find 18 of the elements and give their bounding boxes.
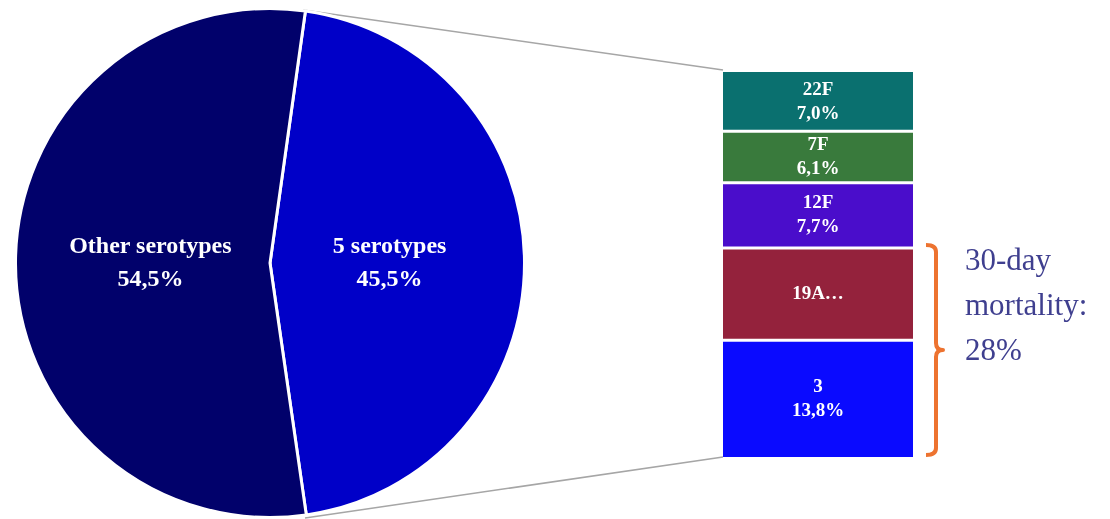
data-label: 6,1% (796, 156, 840, 178)
data-label: 7,0% (796, 101, 840, 123)
data-label: 7,7% (796, 215, 840, 237)
bar (723, 72, 913, 132)
data-label: 13,8% (791, 398, 845, 420)
series-label: 3 (813, 374, 823, 396)
bar (723, 339, 913, 457)
slice-label: Other serotypes (69, 232, 232, 259)
slice-label: 5 serotypes (332, 231, 447, 258)
series-label: 22F (802, 77, 834, 99)
bar (723, 182, 913, 249)
bar (723, 247, 913, 341)
text: 30-day mortality: 28% (965, 241, 1088, 367)
series-label: 12F (802, 191, 834, 213)
data-label: 54,5% (117, 265, 184, 292)
series-label: 19A… (792, 282, 844, 304)
data-label: 45,5% (356, 264, 423, 291)
series-label: 7F (807, 132, 829, 154)
